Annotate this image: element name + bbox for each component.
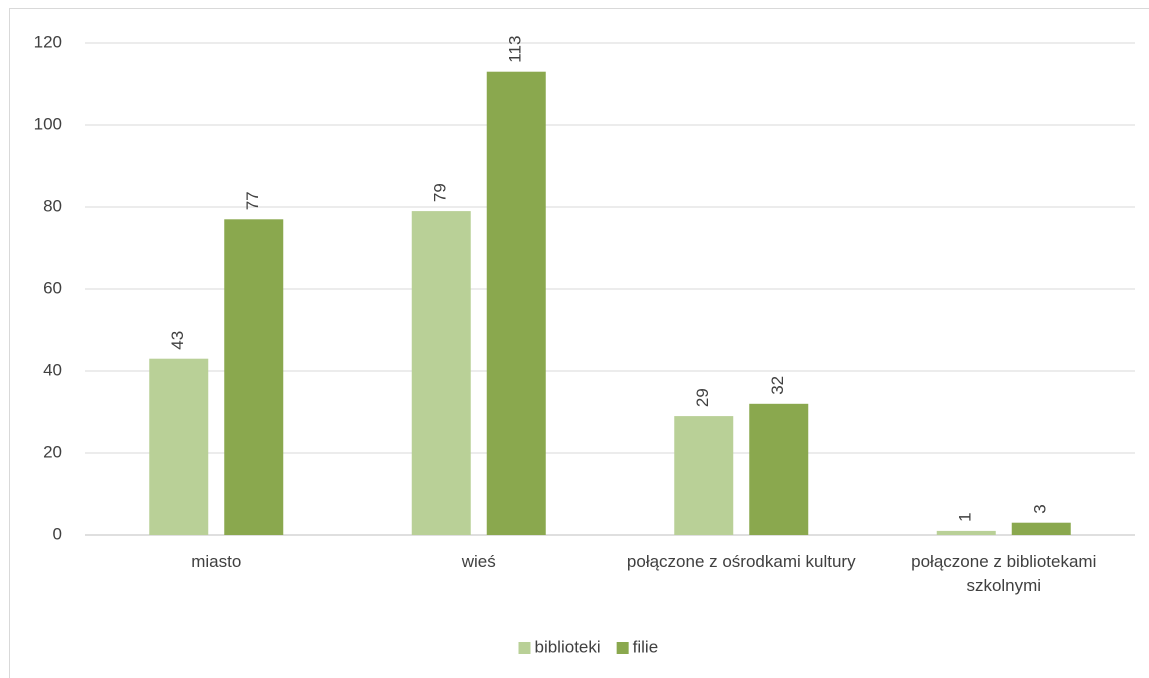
data-label: 3 — [1031, 504, 1050, 513]
bar — [936, 530, 996, 535]
y-tick-label: 0 — [53, 524, 62, 543]
bar — [1011, 522, 1071, 535]
x-tick-label: wieś — [461, 552, 496, 571]
x-tick-label-box: wieś — [461, 552, 496, 571]
x-tick-label-box: miasto — [191, 552, 242, 571]
x-tick-label-box: połączone z ośrodkami kultury — [626, 552, 856, 571]
y-tick-label: 80 — [43, 196, 62, 215]
y-tick-label: 40 — [43, 360, 62, 379]
bar — [411, 211, 471, 535]
data-label: 43 — [168, 331, 187, 350]
bar — [224, 219, 284, 536]
x-tick-label: połączone z ośrodkami kultury — [626, 552, 856, 571]
x-tick-label: połączone z bibliotekami szkolnymi — [911, 552, 1097, 595]
y-tick-label: 120 — [34, 32, 62, 51]
y-tick-label: 60 — [43, 278, 62, 297]
data-label: 29 — [693, 388, 712, 407]
legend-swatch — [518, 642, 531, 654]
bar — [486, 71, 546, 535]
bar — [674, 416, 734, 535]
x-tick-label-box: połączone z bibliotekami szkolnymi — [911, 552, 1097, 595]
legend-swatch — [616, 642, 629, 654]
data-label: 79 — [431, 183, 450, 202]
bar — [149, 358, 209, 535]
legend-label: biblioteki — [535, 637, 601, 656]
legend-label: filie — [633, 637, 659, 656]
data-label: 32 — [768, 376, 787, 395]
bar — [749, 403, 809, 535]
data-label: 113 — [506, 36, 525, 63]
data-label: 77 — [243, 191, 262, 210]
y-tick-label: 100 — [34, 114, 62, 133]
x-tick-label: miasto — [191, 552, 242, 571]
data-label: 1 — [956, 512, 975, 521]
y-tick-label: 20 — [43, 442, 62, 461]
chart-frame — [9, 8, 1149, 678]
